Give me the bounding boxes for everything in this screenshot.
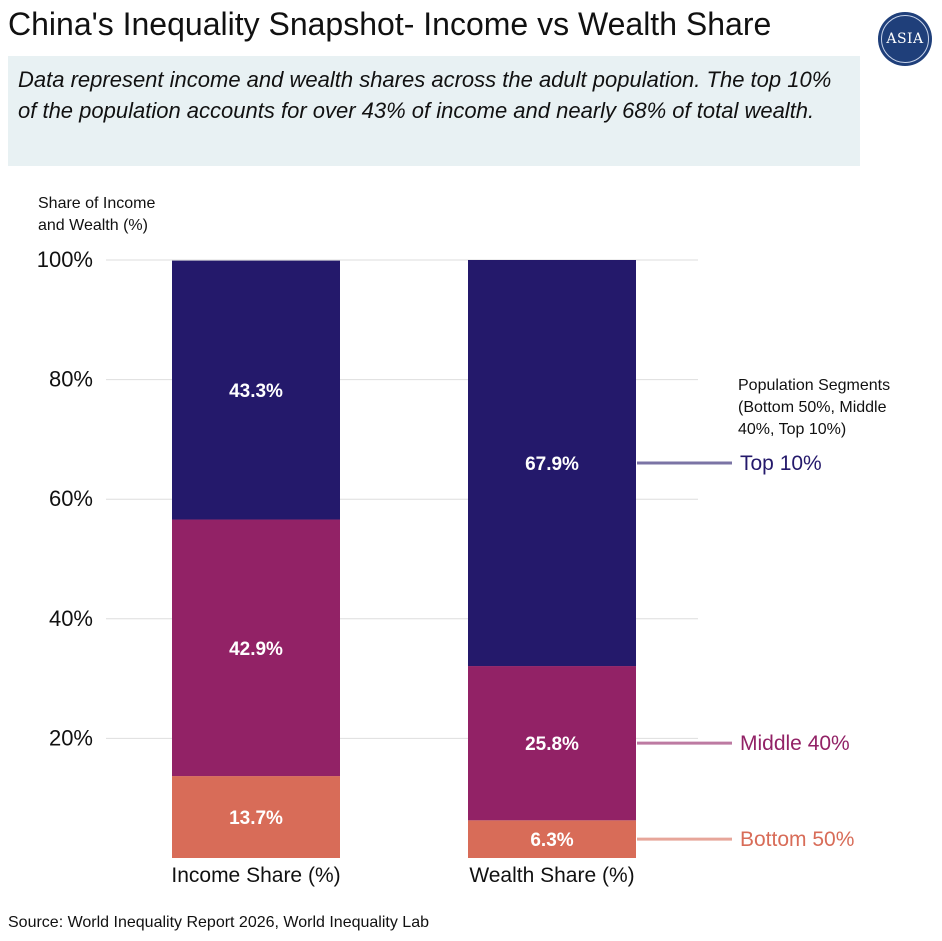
bar-segment-bottom-50 [468,820,636,858]
bar-segment-middle-40 [468,666,636,821]
logo-text: ASIA [881,15,929,63]
legend-label: Bottom 50% [740,828,854,851]
chart-title: China's Inequality Snapshot- Income vs W… [8,6,772,42]
legend-label: Middle 40% [740,732,850,755]
bar-segment-top-10 [172,260,340,520]
bar-segment-bottom-50 [172,776,340,858]
y-axis-label: Share of Income [38,195,156,212]
data-label: 43.3% [229,381,283,402]
y-axis-label: and Wealth (%) [38,217,148,234]
legend-title: 40%, Top 10%) [738,421,846,438]
x-tick-label: Income Share (%) [171,864,340,887]
legend-label: Top 10% [740,452,822,475]
bar-segment-top-10 [468,260,636,667]
legend-title: (Bottom 50%, Middle [738,399,887,416]
y-tick-label: 40% [49,606,93,631]
bar-segment-middle-40 [172,519,340,777]
subtitle-box: Data represent income and wealth shares … [8,56,860,166]
data-label: 42.9% [229,639,283,660]
asia-logo: ASIA [878,12,932,66]
y-tick-label: 20% [49,725,93,750]
legend-title: Population Segments [738,377,890,394]
data-label: 67.9% [525,454,579,475]
source-note: Source: World Inequality Report 2026, Wo… [8,914,429,931]
y-tick-label: 100% [37,247,93,272]
data-label: 13.7% [229,808,283,829]
data-label: 25.8% [525,734,579,755]
y-tick-label: 80% [49,367,93,392]
data-label: 6.3% [530,830,573,851]
chart-subtitle: Data represent income and wealth shares … [18,67,832,123]
x-tick-label: Wealth Share (%) [469,864,634,887]
y-tick-label: 60% [49,486,93,511]
stacked-bar-chart: Share of Income and Wealth (%) 20% 40% 60% 80… [37,195,890,887]
